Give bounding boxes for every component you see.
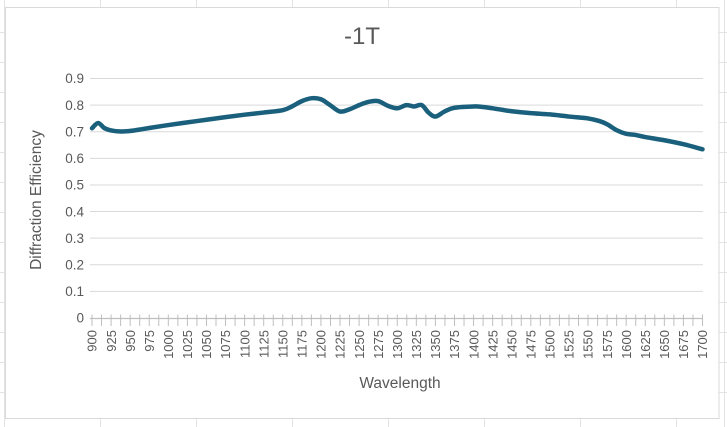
y-tick-label: 0.8 — [65, 98, 84, 113]
x-tick-label: 1350 — [428, 330, 443, 359]
x-tick-label: 1325 — [409, 330, 424, 359]
x-tick-label: 1425 — [485, 330, 500, 359]
plot-gridlines — [90, 78, 703, 292]
y-tick-label: 0.1 — [65, 284, 84, 299]
series-line[interactable] — [89, 95, 705, 152]
x-axis-tick-labels: 900 925 950 975 1000 1025 1050 1075 1100 1125 1150… — [85, 330, 711, 359]
x-tick-label: 1450 — [504, 330, 519, 359]
y-tick-label: 0.2 — [65, 257, 84, 272]
y-tick-label: 0 — [76, 311, 84, 326]
x-axis-title[interactable]: Wavelength — [359, 375, 440, 392]
x-tick-label: 1300 — [390, 330, 405, 359]
y-tick-label: 0.5 — [65, 178, 84, 193]
x-tick-label: 1225 — [333, 330, 348, 359]
chart-title[interactable]: -1T — [344, 23, 380, 50]
y-tick-label: 0.9 — [65, 71, 84, 86]
y-axis-tick-labels: 0 0.1 0.2 0.3 0.4 0.5 0.6 0.7 0.8 0.9 — [65, 71, 84, 326]
x-tick-label: 1050 — [199, 330, 214, 359]
x-tick-label: 1650 — [657, 330, 672, 359]
x-tick-label: 1500 — [543, 330, 558, 359]
y-tick-label: 0.4 — [65, 204, 84, 219]
x-tick-label: 1000 — [161, 330, 176, 359]
x-axis — [90, 314, 703, 326]
x-tick-label: 900 — [85, 330, 100, 352]
x-tick-label: 1175 — [295, 330, 310, 358]
x-tick-label: 1150 — [275, 330, 290, 358]
x-tick-label: 1700 — [695, 330, 710, 359]
x-tick-label: 1475 — [523, 330, 538, 359]
x-tick-label: 1275 — [371, 330, 386, 359]
chart-frame[interactable] — [5, 7, 720, 419]
x-tick-label: 1400 — [466, 330, 481, 359]
x-tick-label: 1600 — [619, 330, 634, 359]
x-tick-label: 1550 — [581, 330, 596, 359]
x-tick-label: 975 — [142, 330, 157, 352]
x-tick-label: 1200 — [314, 330, 329, 359]
x-tick-label: 1575 — [600, 330, 615, 359]
x-tick-label: 950 — [123, 330, 138, 352]
x-tick-label: 1375 — [447, 330, 462, 359]
x-tick-label: 925 — [104, 330, 119, 352]
y-tick-label: 0.3 — [65, 231, 84, 246]
x-tick-label: 1525 — [562, 330, 577, 359]
x-tick-label: 1250 — [352, 330, 367, 359]
x-tick-label: 1625 — [638, 330, 653, 359]
x-tick-label: 1025 — [180, 330, 195, 359]
x-tick-label: 1100 — [237, 330, 252, 358]
x-tick-label: 1125 — [256, 330, 271, 358]
x-tick-label: 1675 — [676, 330, 691, 359]
x-tick-label: 1075 — [218, 330, 233, 359]
y-axis-title[interactable]: Diffraction Efficiency — [28, 130, 45, 270]
y-tick-label: 0.6 — [65, 151, 84, 166]
y-tick-label: 0.7 — [65, 124, 84, 139]
